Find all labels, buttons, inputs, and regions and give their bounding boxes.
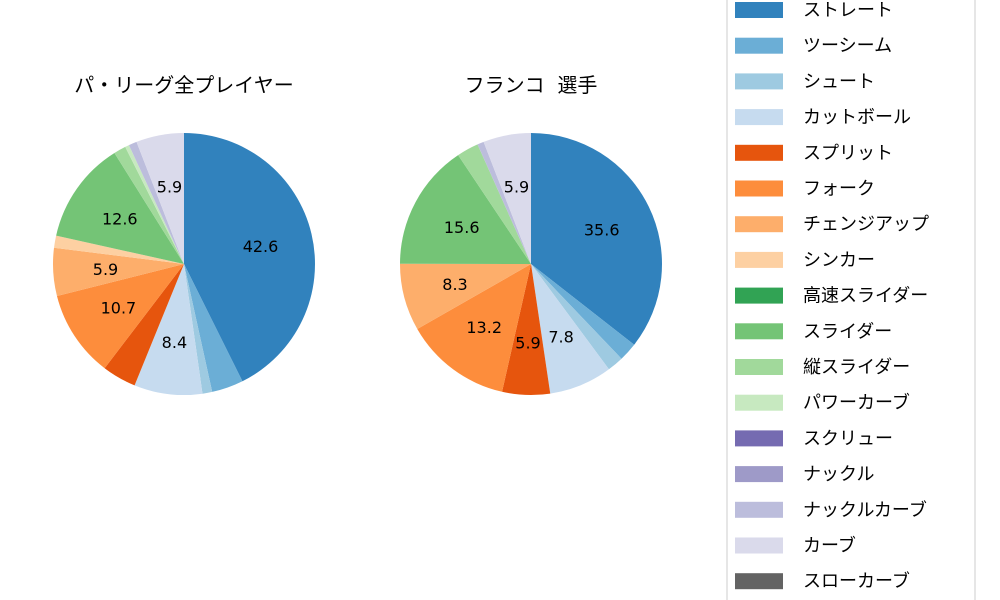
legend-label: フォーク xyxy=(803,179,875,200)
pie-slice-league-5 xyxy=(56,264,184,369)
legend-label: ナックル xyxy=(803,464,874,485)
legend-label: カーブ xyxy=(803,535,856,557)
legend-label: パワーカーブ xyxy=(803,392,910,414)
pie-slice-league-14 xyxy=(128,141,184,264)
pie-slice-player-9 xyxy=(400,155,531,264)
legend-swatch xyxy=(735,180,783,197)
legend-label: シュート xyxy=(803,71,875,92)
legend-swatch xyxy=(735,251,783,268)
legend-label: スライダー xyxy=(803,321,892,342)
slice-value-label: 5.9 xyxy=(515,334,540,353)
pie-slice-player-3 xyxy=(531,264,609,394)
legend-swatch xyxy=(735,501,783,518)
pie-slice-player-2 xyxy=(531,264,622,370)
pie-slice-player-6 xyxy=(399,263,531,330)
slice-value-label: 8.4 xyxy=(162,333,187,352)
legend-label: スローカーブ xyxy=(803,570,910,592)
pie-slice-league-7 xyxy=(54,235,185,264)
pie-slice-league-11 xyxy=(125,145,184,264)
legend-label: ツーシーム xyxy=(803,36,892,57)
slice-value-label: 35.6 xyxy=(584,221,620,240)
pie-slice-player-14 xyxy=(477,141,531,264)
legend-swatch xyxy=(735,37,783,54)
chart-title-player: フランコ 選手 xyxy=(465,73,598,97)
chart-title-league: パ・リーグ全プレイヤー xyxy=(74,73,293,97)
pie-slice-league-10 xyxy=(114,146,184,264)
slice-value-label: 12.6 xyxy=(102,210,138,229)
pie-slice-league-15 xyxy=(136,133,184,264)
legend-label: スクリュー xyxy=(803,428,893,449)
pie-slice-league-0 xyxy=(184,133,315,382)
legend-swatch xyxy=(735,323,783,340)
legend-swatch xyxy=(735,144,783,161)
legend-swatch xyxy=(735,537,783,554)
pie-slice-player-4 xyxy=(502,264,551,396)
pie-slice-league-6 xyxy=(53,247,184,297)
slice-value-label: 42.6 xyxy=(243,237,279,256)
legend-label: ストレート xyxy=(803,0,893,21)
legend-swatch xyxy=(735,359,783,375)
pie-slice-player-10 xyxy=(458,144,531,264)
legend-swatch xyxy=(735,109,783,126)
slice-value-label: 15.6 xyxy=(444,218,480,237)
slice-value-label: 5.9 xyxy=(93,260,118,279)
slice-value-label: 8.3 xyxy=(442,275,467,294)
legend-swatch xyxy=(735,430,783,447)
slice-value-label: 5.9 xyxy=(157,178,182,197)
legend-label: 縦スライダー xyxy=(803,357,910,378)
legend-swatch xyxy=(735,573,783,590)
slice-value-label: 13.2 xyxy=(466,318,502,337)
pie-slice-league-9 xyxy=(56,152,185,264)
legend-swatch xyxy=(735,2,783,18)
slice-value-label: 5.9 xyxy=(504,178,529,197)
legend-swatch xyxy=(735,216,783,233)
pie-chart-player: 35.6 7.8 5.9 13.2 8.3 15.6 5.9 フランコ 選手 xyxy=(399,73,662,396)
pie-slice-league-3 xyxy=(134,264,203,395)
legend-swatch xyxy=(735,394,783,411)
legend-swatch xyxy=(735,287,783,304)
pie-slice-league-4 xyxy=(104,264,184,386)
legend-label: カットボール xyxy=(803,107,911,128)
legend-label: スプリット xyxy=(803,143,893,164)
legend-label: チェンジアップ xyxy=(803,214,929,235)
legend-label: ナックルカーブ xyxy=(803,499,927,521)
legend-label: 高速スライダー xyxy=(803,286,928,307)
pie-slice-league-2 xyxy=(184,264,213,394)
legend: ストレートツーシームシュートカットボールスプリットフォークチェンジアップシンカー… xyxy=(726,0,976,600)
pie-slice-player-15 xyxy=(483,133,531,264)
pie-slice-player-5 xyxy=(417,264,531,392)
pie-slice-player-1 xyxy=(531,264,635,359)
pie-slice-player-0 xyxy=(531,133,662,345)
pie-chart-league: 42.6 8.4 10.7 5.9 12.6 5.9 パ・リーグ全プレイヤー xyxy=(53,73,315,395)
slice-value-label: 10.7 xyxy=(101,298,137,317)
slice-value-label: 7.8 xyxy=(548,328,573,347)
pie-slice-league-1 xyxy=(184,264,243,392)
legend-swatch xyxy=(735,73,783,90)
legend-swatch xyxy=(735,466,783,483)
legend-label: シンカー xyxy=(803,250,875,271)
